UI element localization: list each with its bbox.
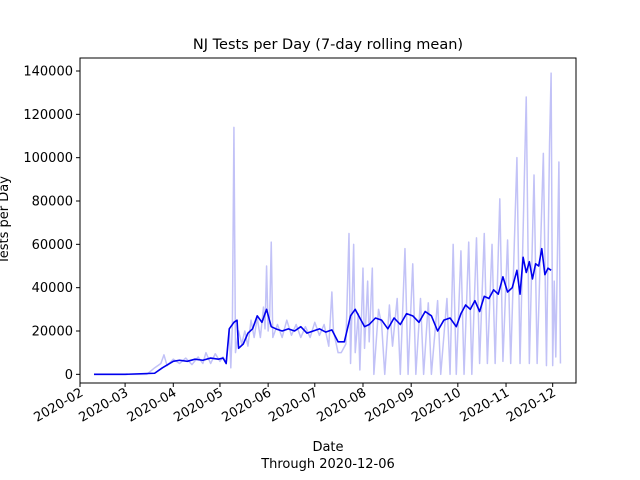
y-tick-label: 120000 bbox=[23, 108, 73, 123]
x-tick-label: 2020-02 bbox=[31, 385, 86, 425]
chart-title: NJ Tests per Day (7-day rolling mean) bbox=[193, 37, 463, 53]
x-tick-label: 2020-11 bbox=[457, 385, 512, 425]
y-tick-label: 80000 bbox=[32, 195, 73, 210]
y-axis: 0 20000 40000 60000 80000 100000 120000 140000 bbox=[23, 65, 80, 383]
y-tick-label: 0 bbox=[65, 368, 73, 383]
y-tick-label: 140000 bbox=[23, 65, 73, 80]
x-tick-label: 2020-07 bbox=[266, 385, 321, 425]
x-tick-label: 2020-10 bbox=[409, 385, 464, 425]
rolling-mean-line bbox=[93, 247, 552, 376]
x-tick-label: 2020-08 bbox=[314, 385, 369, 425]
x-tick-label: 2020-09 bbox=[363, 385, 418, 425]
x-tick-label: 2020-03 bbox=[77, 385, 132, 425]
y-tick-label: 100000 bbox=[23, 151, 73, 166]
y-tick-label: 60000 bbox=[32, 238, 73, 253]
x-axis: 2020-022020-032020-042020-052020-062020-… bbox=[31, 383, 559, 426]
x-tick-label: 2020-12 bbox=[504, 385, 559, 425]
daily-tests-line bbox=[93, 72, 562, 376]
y-axis-label: Tests per Day bbox=[0, 176, 12, 265]
series-layer bbox=[93, 72, 562, 376]
x-axis-label: Date bbox=[312, 440, 343, 455]
x-tick-label: 2020-04 bbox=[125, 385, 180, 425]
plot-frame bbox=[79, 57, 577, 384]
y-tick-label: 20000 bbox=[32, 325, 73, 340]
x-tick-label: 2020-06 bbox=[220, 385, 275, 425]
y-tick-label: 40000 bbox=[32, 281, 73, 296]
x-tick-label: 2020-05 bbox=[171, 385, 226, 425]
x-axis-sublabel: Through 2020-12-06 bbox=[260, 457, 395, 472]
